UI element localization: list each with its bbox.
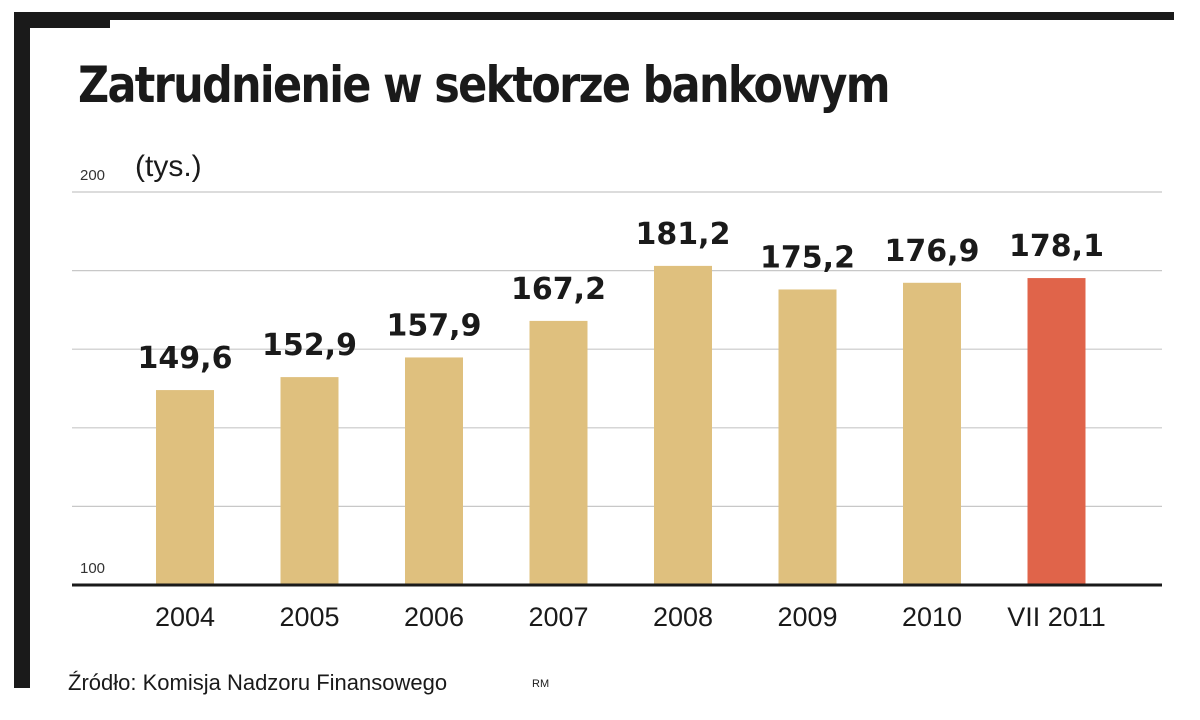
bar	[654, 265, 712, 585]
data-label: 167,2	[511, 272, 606, 307]
bar	[903, 282, 961, 585]
data-label: 149,6	[138, 341, 233, 376]
x-tick-label: 2010	[902, 602, 962, 632]
frame-corner	[14, 12, 110, 28]
data-label: 152,9	[262, 328, 357, 363]
bar	[405, 357, 463, 585]
data-label: 181,2	[636, 217, 731, 252]
x-tick-label: VII 2011	[1007, 602, 1106, 632]
frame-top-rule	[14, 12, 1174, 20]
frame-left-rule	[14, 12, 30, 688]
credit-mark: RM	[532, 678, 550, 690]
x-tick-label: 2006	[404, 602, 464, 632]
bar	[529, 320, 588, 585]
y-tick-label: 100	[80, 560, 105, 577]
chart-title: Zatrudnienie w sektorze bankowym	[78, 56, 890, 114]
x-tick-label: 2004	[155, 602, 215, 632]
source-note: Źródło: Komisja Nadzoru Finansowego	[68, 670, 448, 695]
bar	[280, 377, 339, 585]
bar	[1027, 278, 1086, 585]
x-tick-label: 2005	[279, 602, 339, 632]
data-label: 157,9	[387, 308, 482, 343]
unit-label: (tys.)	[135, 150, 202, 183]
x-tick-label: 2008	[653, 602, 713, 632]
bar	[156, 390, 214, 585]
bar	[778, 289, 837, 585]
data-label: 175,2	[760, 240, 855, 275]
x-tick-label: 2009	[777, 602, 837, 632]
x-tick-label: 2007	[528, 602, 588, 632]
data-label: 176,9	[885, 234, 980, 269]
y-tick-label: 200	[80, 167, 105, 184]
data-label: 178,1	[1009, 229, 1104, 264]
